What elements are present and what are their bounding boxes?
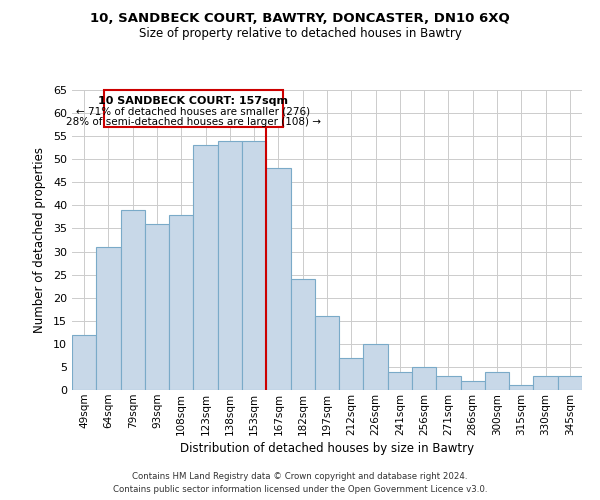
Bar [315, 316, 339, 390]
Bar [436, 376, 461, 390]
Bar [290, 279, 315, 390]
Text: 10, SANDBECK COURT, BAWTRY, DONCASTER, DN10 6XQ: 10, SANDBECK COURT, BAWTRY, DONCASTER, D… [90, 12, 510, 26]
Bar [485, 372, 509, 390]
Bar [218, 141, 242, 390]
FancyBboxPatch shape [104, 90, 283, 127]
X-axis label: Distribution of detached houses by size in Bawtry: Distribution of detached houses by size … [180, 442, 474, 455]
Text: 28% of semi-detached houses are larger (108) →: 28% of semi-detached houses are larger (… [66, 117, 321, 127]
Y-axis label: Number of detached properties: Number of detached properties [33, 147, 46, 333]
Text: Contains public sector information licensed under the Open Government Licence v3: Contains public sector information licen… [113, 485, 487, 494]
Bar [388, 372, 412, 390]
Bar [169, 214, 193, 390]
Bar [364, 344, 388, 390]
Bar [96, 247, 121, 390]
Text: Contains HM Land Registry data © Crown copyright and database right 2024.: Contains HM Land Registry data © Crown c… [132, 472, 468, 481]
Bar [193, 146, 218, 390]
Bar [558, 376, 582, 390]
Bar [72, 334, 96, 390]
Bar [461, 381, 485, 390]
Bar [509, 386, 533, 390]
Text: ← 71% of detached houses are smaller (276): ← 71% of detached houses are smaller (27… [76, 106, 310, 116]
Bar [266, 168, 290, 390]
Bar [533, 376, 558, 390]
Text: Size of property relative to detached houses in Bawtry: Size of property relative to detached ho… [139, 28, 461, 40]
Bar [145, 224, 169, 390]
Bar [121, 210, 145, 390]
Bar [242, 141, 266, 390]
Bar [339, 358, 364, 390]
Bar [412, 367, 436, 390]
Text: 10 SANDBECK COURT: 157sqm: 10 SANDBECK COURT: 157sqm [98, 96, 289, 106]
